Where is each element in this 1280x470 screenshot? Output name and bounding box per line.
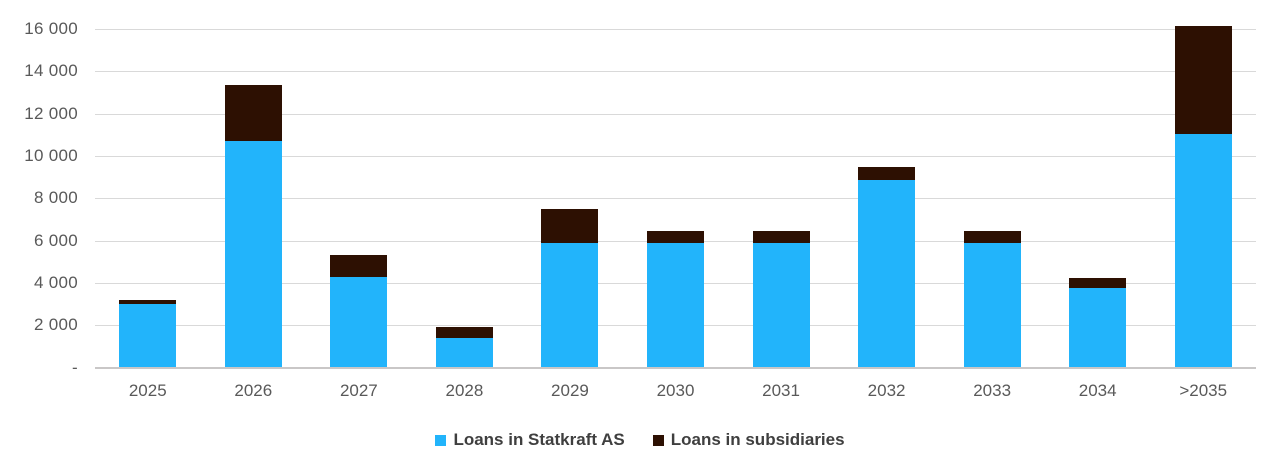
x-axis-line bbox=[95, 366, 1256, 369]
y-axis-tick-label: 16 000 bbox=[24, 19, 78, 38]
bar-segment-statkraft-2028 bbox=[435, 337, 493, 368]
bar-segment-subsidiaries-2027 bbox=[330, 255, 388, 277]
y-axis-tick-label: 12 000 bbox=[24, 103, 78, 123]
legend-item: Loans in Statkraft AS bbox=[435, 430, 625, 450]
bar-segment-statkraft->2035 bbox=[1174, 133, 1232, 368]
bar-segment-subsidiaries-2033 bbox=[963, 231, 1021, 243]
square-swatch-icon bbox=[652, 434, 664, 446]
y-axis-tick-label: 4 000 bbox=[33, 272, 78, 292]
bar-segment-statkraft-2027 bbox=[330, 276, 388, 368]
bar-segment-statkraft-2032 bbox=[858, 180, 916, 368]
legend-label: Loans in Statkraft AS bbox=[453, 430, 625, 449]
x-axis-tick-label: 2028 bbox=[445, 381, 484, 400]
x-axis-tick-label: 2031 bbox=[762, 381, 800, 400]
y-axis-tick-label: 14 000 bbox=[24, 61, 78, 81]
gridline bbox=[95, 113, 1256, 115]
x-axis-tick-label: 2029 bbox=[551, 381, 589, 400]
bar-segment-subsidiaries-2029 bbox=[541, 208, 599, 243]
bar-segment-subsidiaries-2032 bbox=[858, 166, 916, 181]
x-axis-tick-label: 2026 bbox=[234, 381, 273, 400]
y-axis-tick-label: - bbox=[72, 357, 78, 377]
x-axis-tick-label: 2034 bbox=[1078, 381, 1117, 400]
bar-segment-statkraft-2034 bbox=[1069, 288, 1127, 368]
y-axis-tick-label: 6 000 bbox=[33, 230, 78, 250]
x-axis-tick-label: 2032 bbox=[867, 381, 906, 400]
x-axis-tick-label: 2027 bbox=[339, 381, 378, 400]
bar-segment-subsidiaries-2034 bbox=[1069, 277, 1127, 289]
chart-legend: Loans in Statkraft AS Loans in subsidiari… bbox=[0, 430, 1280, 450]
bar-segment-statkraft-2030 bbox=[647, 242, 704, 368]
bar-segment-subsidiaries-2030 bbox=[647, 231, 704, 243]
bar-segment-subsidiaries-2031 bbox=[752, 231, 810, 243]
bar-segment-statkraft-2031 bbox=[752, 242, 810, 368]
x-axis-tick-label: 2033 bbox=[973, 381, 1012, 400]
gridline bbox=[95, 198, 1256, 200]
square-swatch-icon bbox=[435, 434, 447, 446]
legend-label: Loans in subsidiaries bbox=[670, 430, 845, 449]
bar-segment-subsidiaries->2035 bbox=[1174, 25, 1232, 134]
gridline bbox=[95, 29, 1256, 30]
x-axis-tick-label: 2030 bbox=[656, 381, 695, 400]
x-axis-tick-label: 2025 bbox=[128, 381, 167, 400]
legend-item: Loans in subsidiaries bbox=[652, 430, 845, 450]
bar-segment-subsidiaries-2028 bbox=[435, 327, 493, 338]
bar-segment-statkraft-2033 bbox=[963, 242, 1021, 368]
y-axis-tick-label: 8 000 bbox=[33, 188, 78, 208]
bar-segment-subsidiaries-2026 bbox=[224, 85, 282, 142]
gridline bbox=[95, 71, 1256, 73]
x-axis-tick-label: >2035 bbox=[1179, 381, 1228, 400]
y-axis-tick-label: 10 000 bbox=[24, 145, 78, 165]
bar-segment-subsidiaries-2025 bbox=[119, 299, 177, 305]
y-axis-tick-label: 2 000 bbox=[33, 315, 78, 335]
bar-segment-statkraft-2029 bbox=[541, 242, 599, 368]
bar-segment-statkraft-2026 bbox=[224, 141, 282, 368]
bar-segment-statkraft-2025 bbox=[119, 304, 177, 368]
gridline bbox=[95, 155, 1256, 157]
